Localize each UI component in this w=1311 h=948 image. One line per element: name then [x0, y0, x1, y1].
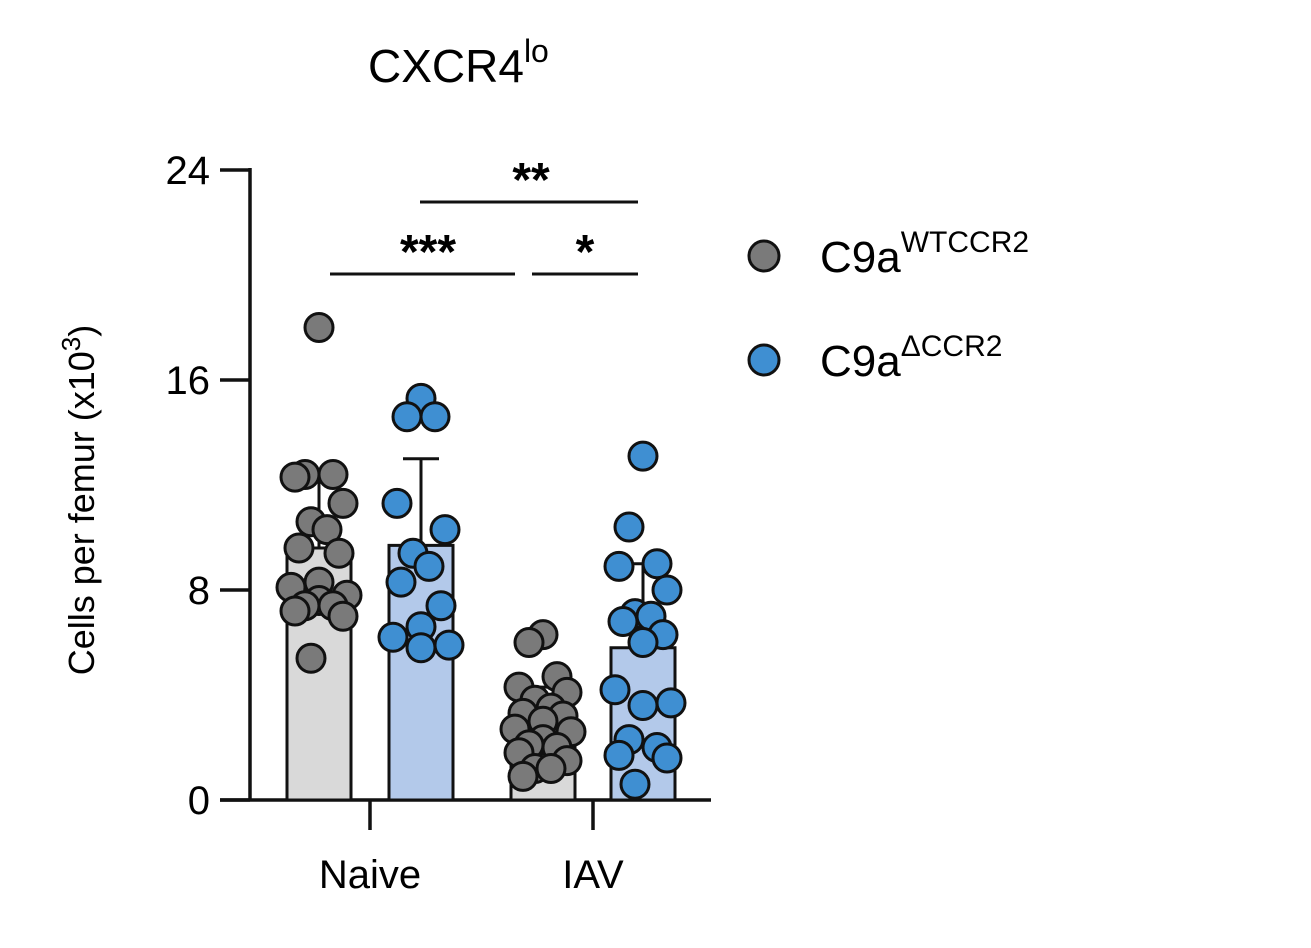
- data-point: [599, 674, 631, 706]
- data-point: [433, 629, 465, 661]
- y-tick-label: 0: [188, 779, 210, 823]
- data-point: [413, 550, 445, 582]
- legend-label-delta: C9aΔCCR2: [820, 330, 1002, 386]
- data-point: [513, 627, 545, 658]
- y-axis-label: Cells per femur (x103): [56, 325, 102, 676]
- legend-label-delta-main: C9a: [820, 337, 901, 386]
- data-point: [279, 461, 311, 493]
- data-point: [385, 566, 417, 598]
- data-point: [607, 606, 639, 637]
- data-point: [627, 440, 659, 472]
- data-point: [323, 537, 355, 569]
- y-axis-label-sup: 3: [56, 337, 86, 351]
- legend-label-wt-sup: WTCCR2: [901, 226, 1029, 259]
- data-point: [535, 753, 567, 784]
- data-point: [381, 487, 413, 519]
- data-point: [425, 590, 457, 622]
- data-point: [613, 511, 645, 543]
- data-point: [317, 459, 349, 490]
- y-tick-label: 24: [166, 149, 211, 193]
- legend-label-delta-sup: ΔCCR2: [901, 330, 1003, 363]
- data-point: [303, 312, 335, 343]
- x-category-label: Naive: [319, 853, 421, 897]
- data-point: [391, 401, 423, 433]
- data-point: [405, 632, 437, 664]
- y-tick-label: 8: [188, 569, 210, 613]
- data-point: [627, 627, 659, 658]
- data-point: [619, 768, 651, 800]
- data-point: [279, 595, 311, 627]
- chart-title-sup: lo: [524, 33, 549, 69]
- data-point: [603, 550, 635, 582]
- data-point: [429, 514, 461, 546]
- data-point: [327, 487, 359, 519]
- y-axis-label-main: Cells per femur (x10: [61, 351, 102, 675]
- data-point: [295, 642, 327, 674]
- data-point: [377, 621, 409, 653]
- data-point: [655, 687, 687, 719]
- legend-label-wt: C9aWTCCR2: [820, 226, 1029, 282]
- data-point: [327, 600, 359, 632]
- significance-label: *: [576, 226, 595, 279]
- legend-label-wt-main: C9a: [820, 233, 901, 282]
- points-layer: [275, 312, 687, 800]
- data-point: [651, 742, 683, 774]
- y-ticks: 0 8 16 24: [166, 149, 250, 823]
- data-point: [507, 760, 539, 792]
- significance-label: ***: [400, 226, 456, 279]
- legend-marker-wt: [747, 239, 781, 273]
- data-point: [627, 690, 659, 721]
- data-point: [651, 574, 683, 606]
- chart-title-main: CXCR4: [368, 40, 524, 92]
- data-point: [603, 739, 635, 771]
- data-point: [641, 548, 673, 580]
- data-point: [419, 401, 451, 433]
- x-category-label: IAV: [562, 853, 624, 897]
- significance-label: **: [512, 154, 550, 207]
- chart-title: CXCR4lo: [368, 33, 549, 92]
- data-point: [283, 532, 315, 564]
- y-tick-label: 16: [166, 359, 211, 403]
- y-axis-label-close: ): [61, 325, 102, 337]
- legend-marker-delta: [747, 343, 781, 377]
- legend: C9aWTCCR2 C9aΔCCR2: [747, 226, 1029, 386]
